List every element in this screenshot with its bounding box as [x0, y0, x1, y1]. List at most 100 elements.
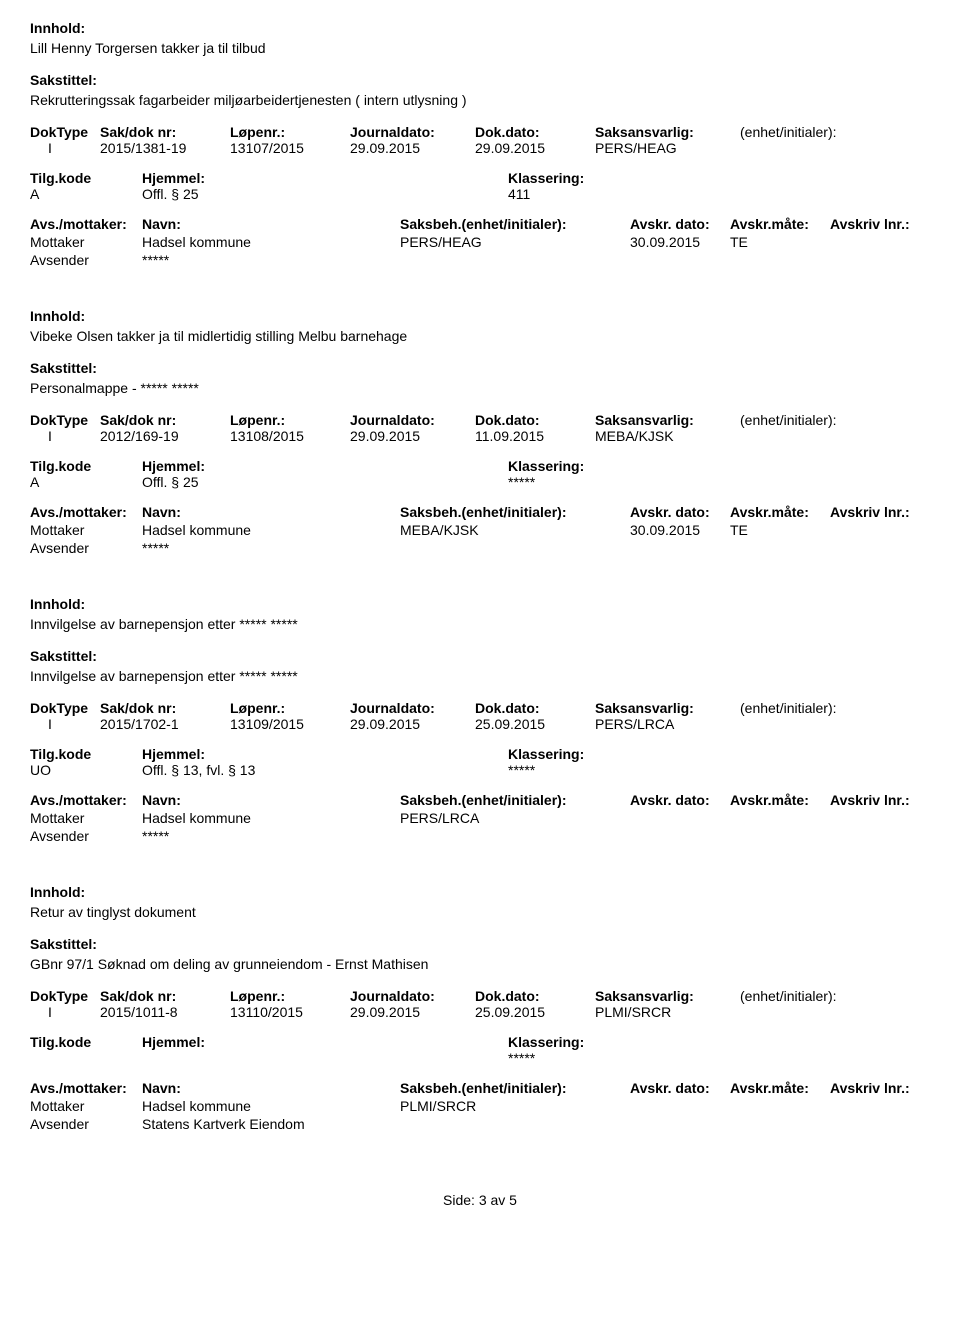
mottaker-navn: Hadsel kommune: [142, 522, 400, 538]
mottaker-navn: Hadsel kommune: [142, 1098, 400, 1114]
tilgkode-value: A: [30, 186, 142, 202]
mottaker-label: Mottaker: [30, 522, 142, 538]
avskrdato-header: Avskr. dato:: [630, 792, 730, 808]
journaldato-value: 29.09.2015: [350, 140, 475, 156]
dokdato-header: Dok.dato:: [475, 988, 595, 1004]
innhold-value: Vibeke Olsen takker ja til midlertidig s…: [30, 328, 930, 344]
avsender-navn: *****: [142, 540, 400, 556]
dokdato-header: Dok.dato:: [475, 412, 595, 428]
klassering-value: 411: [508, 186, 608, 202]
klassering-value: *****: [508, 762, 608, 778]
avskrivlnr-header: Avskriv lnr.:: [830, 216, 930, 232]
enhet-header: (enhet/initialer):: [740, 988, 920, 1004]
avsender-label: Avsender: [30, 252, 142, 268]
saksansvarlig-header: Saksansvarlig:: [595, 988, 740, 1004]
saksansvarlig-header: Saksansvarlig:: [595, 124, 740, 140]
saksbeh-header: Saksbeh.(enhet/initialer):: [400, 1080, 630, 1096]
sakdoknr-value: 2015/1011-8: [100, 1004, 230, 1020]
mottaker-avskrmaate: TE: [730, 234, 830, 250]
hjemmel-value: Offl. § 13, fvl. § 13: [142, 762, 508, 778]
mottaker-label: Mottaker: [30, 234, 142, 250]
avskrivlnr-header: Avskriv lnr.:: [830, 504, 930, 520]
avsender-navn: *****: [142, 828, 400, 844]
tilgkode-header: Tilg.kode: [30, 1034, 142, 1050]
enhet-value: [740, 716, 920, 732]
journal-record: Innhold: Lill Henny Torgersen takker ja …: [30, 20, 930, 268]
enhet-header: (enhet/initialer):: [740, 124, 920, 140]
innhold-label: Innhold:: [30, 596, 930, 612]
avskrmaate-header: Avskr.måte:: [730, 504, 830, 520]
doktype-header: DokType: [30, 700, 100, 716]
tilgkode-header: Tilg.kode: [30, 746, 142, 762]
enhet-header: (enhet/initialer):: [740, 700, 920, 716]
innhold-value: Lill Henny Torgersen takker ja til tilbu…: [30, 40, 930, 56]
lopenr-value: 13109/2015: [230, 716, 350, 732]
avskrdato-header: Avskr. dato:: [630, 1080, 730, 1096]
saksansvarlig-header: Saksansvarlig:: [595, 412, 740, 428]
lopenr-header: Løpenr.:: [230, 412, 350, 428]
avskrmaate-header: Avskr.måte:: [730, 1080, 830, 1096]
avskrmaate-header: Avskr.måte:: [730, 216, 830, 232]
avsender-label: Avsender: [30, 1116, 142, 1132]
avsender-navn: *****: [142, 252, 400, 268]
innhold-label: Innhold:: [30, 20, 930, 36]
sakstittel-label: Sakstittel:: [30, 648, 930, 664]
hjemmel-header: Hjemmel:: [142, 170, 230, 186]
klassering-header: Klassering:: [508, 1034, 628, 1050]
tilgkode-header: Tilg.kode: [30, 170, 142, 186]
avsender-label: Avsender: [30, 540, 142, 556]
innhold-label: Innhold:: [30, 308, 930, 324]
navn-header: Navn:: [142, 216, 400, 232]
dokdato-header: Dok.dato:: [475, 124, 595, 140]
mottaker-saksbeh: PERS/LRCA: [400, 810, 630, 826]
lopenr-value: 13107/2015: [230, 140, 350, 156]
saksansvarlig-value: MEBA/KJSK: [595, 428, 740, 444]
sakdoknr-header: Sak/dok nr:: [100, 988, 230, 1004]
hjemmel-header: Hjemmel:: [142, 458, 230, 474]
lopenr-header: Løpenr.:: [230, 988, 350, 1004]
lopenr-header: Løpenr.:: [230, 124, 350, 140]
dokdato-value: 25.09.2015: [475, 1004, 595, 1020]
mottaker-saksbeh: PLMI/SRCR: [400, 1098, 630, 1114]
sakstittel-label: Sakstittel:: [30, 72, 930, 88]
journaldato-value: 29.09.2015: [350, 428, 475, 444]
doktype-header: DokType: [30, 988, 100, 1004]
sakstittel-value: Innvilgelse av barnepensjon etter ***** …: [30, 668, 930, 684]
journaldato-header: Journaldato:: [350, 412, 475, 428]
saksbeh-header: Saksbeh.(enhet/initialer):: [400, 216, 630, 232]
journaldato-header: Journaldato:: [350, 124, 475, 140]
journal-record: Innhold: Vibeke Olsen takker ja til midl…: [30, 308, 930, 556]
lopenr-value: 13108/2015: [230, 428, 350, 444]
saksbeh-header: Saksbeh.(enhet/initialer):: [400, 792, 630, 808]
dokdato-value: 11.09.2015: [475, 428, 595, 444]
tilgkode-value: UO: [30, 762, 142, 778]
doktype-value: I: [30, 1004, 100, 1020]
klassering-value: *****: [508, 474, 608, 490]
lopenr-value: 13110/2015: [230, 1004, 350, 1020]
navn-header: Navn:: [142, 1080, 400, 1096]
avsmottaker-header: Avs./mottaker:: [30, 504, 142, 520]
mottaker-avskrmaate: TE: [730, 522, 830, 538]
sakdoknr-value: 2012/169-19: [100, 428, 230, 444]
tilgkode-header: Tilg.kode: [30, 458, 142, 474]
mottaker-label: Mottaker: [30, 810, 142, 826]
sakdoknr-header: Sak/dok nr:: [100, 700, 230, 716]
sakdoknr-value: 2015/1381-19: [100, 140, 230, 156]
klassering-header: Klassering:: [508, 746, 628, 762]
doktype-header: DokType: [30, 124, 100, 140]
dokdato-value: 29.09.2015: [475, 140, 595, 156]
avsmottaker-header: Avs./mottaker:: [30, 1080, 142, 1096]
hjemmel-header: Hjemmel:: [142, 746, 230, 762]
innhold-label: Innhold:: [30, 884, 930, 900]
lopenr-header: Løpenr.:: [230, 700, 350, 716]
avsender-label: Avsender: [30, 828, 142, 844]
innhold-value: Innvilgelse av barnepensjon etter ***** …: [30, 616, 930, 632]
page-footer: Side: 3 av 5: [30, 1192, 930, 1208]
hjemmel-value: Offl. § 25: [142, 474, 508, 490]
mottaker-label: Mottaker: [30, 1098, 142, 1114]
avsmottaker-header: Avs./mottaker:: [30, 216, 142, 232]
saksansvarlig-value: PERS/LRCA: [595, 716, 740, 732]
mottaker-navn: Hadsel kommune: [142, 234, 400, 250]
journal-record: Innhold: Retur av tinglyst dokument Saks…: [30, 884, 930, 1132]
sakdoknr-header: Sak/dok nr:: [100, 412, 230, 428]
